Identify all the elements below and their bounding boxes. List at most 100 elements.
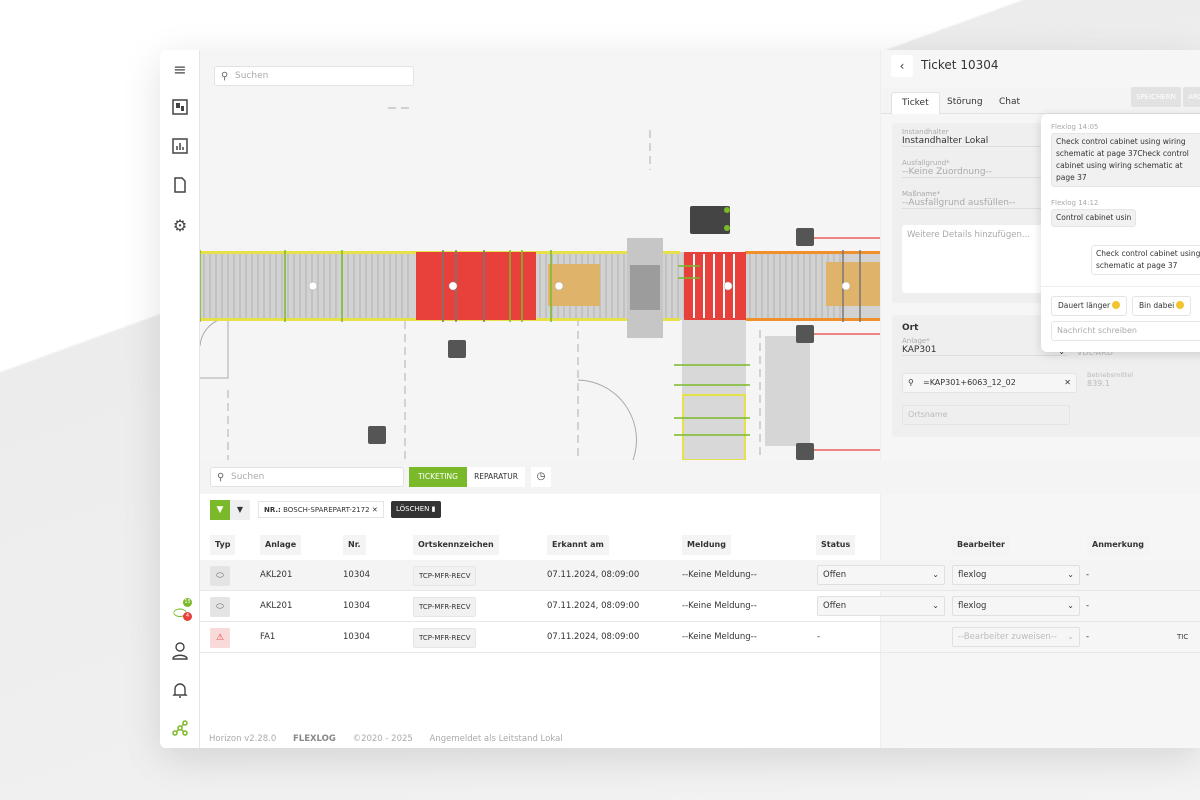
message-meta: Flexlog 14:12 bbox=[1051, 199, 1099, 207]
search-icon: ⚲ bbox=[908, 378, 914, 387]
quick-reply-button[interactable]: Bin dabei bbox=[1132, 296, 1192, 316]
chat-message: Control cabinet usin bbox=[1051, 209, 1137, 227]
badge-red: 4 bbox=[183, 612, 192, 621]
sidebar: ≡ ⚙ ⬭ 15 4 bbox=[160, 50, 200, 748]
value: flexlog bbox=[958, 570, 987, 580]
col-ortskennzeichen[interactable]: Ortskennzeichen bbox=[413, 535, 499, 555]
cell-erkannt: 07.11.2024, 08:09:00 bbox=[547, 601, 640, 611]
label: LÖSCHEN bbox=[396, 505, 430, 513]
list-search-input[interactable]: ⚲ Suchen bbox=[210, 467, 404, 487]
save-button[interactable]: SPEICHERN bbox=[1131, 87, 1181, 107]
settings-icon[interactable]: ⚙ bbox=[172, 216, 188, 235]
tab-stoerung[interactable]: Störung bbox=[947, 97, 983, 107]
table-row[interactable]: ⬭ AKL201 10304 TCP-MFR-RECV 07.11.2024, … bbox=[200, 591, 1200, 622]
placeholder: Suchen bbox=[235, 71, 269, 81]
col-bearbeiter[interactable]: Bearbeiter bbox=[952, 535, 1010, 555]
bearbeiter-select[interactable]: --Bearbeiter zuweisen-- ⌄ bbox=[952, 627, 1080, 647]
col-meldung[interactable]: Meldung bbox=[682, 535, 731, 555]
tab-ticket[interactable]: Ticket bbox=[891, 92, 940, 114]
cell-anmerkung: - bbox=[1086, 632, 1090, 642]
filter-icon[interactable]: ▼ bbox=[210, 500, 230, 520]
cell-anlage: AKL201 bbox=[260, 570, 293, 580]
status-select[interactable]: Offen ⌄ bbox=[817, 565, 945, 585]
tab-chat[interactable]: Chat bbox=[999, 97, 1021, 107]
quick-reply-button[interactable]: Dauert länger bbox=[1051, 296, 1128, 316]
network-icon[interactable] bbox=[170, 720, 190, 740]
location-search-input[interactable]: ⚲ =KAP301+6063_12_02 ✕ bbox=[902, 373, 1077, 393]
label: Ausfallgrund* bbox=[902, 159, 950, 167]
col-typ[interactable]: Typ bbox=[210, 535, 236, 555]
table-row[interactable]: ⚠ FA1 10304 TCP-MFR-RECV 07.11.2024, 08:… bbox=[200, 622, 1200, 653]
col-status[interactable]: Status bbox=[816, 535, 856, 555]
copyright: ©2020 - 2025 bbox=[352, 734, 413, 744]
close-icon[interactable]: ✕ bbox=[371, 506, 378, 514]
app-window: ≡ ⚙ ⬭ 15 4 ⚲ Suchen ‹ Ticket 10304 bbox=[160, 50, 1200, 748]
trash-icon: ▮ bbox=[431, 505, 436, 513]
cell-nr: 10304 bbox=[343, 601, 371, 611]
table-row[interactable]: ⬭ AKL201 10304 TCP-MFR-RECV 07.11.2024, … bbox=[200, 560, 1200, 591]
user-icon[interactable] bbox=[170, 642, 190, 662]
chart-icon[interactable] bbox=[170, 138, 190, 158]
details-textarea[interactable]: Weitere Details hinzufügen... bbox=[902, 225, 1062, 293]
cell-meldung: --Keine Meldung-- bbox=[682, 570, 757, 580]
chat-message-input[interactable]: Nachricht schreiben bbox=[1051, 321, 1200, 341]
label: Dauert länger bbox=[1058, 301, 1111, 310]
document-icon[interactable] bbox=[170, 177, 190, 197]
ausfallgrund-select[interactable]: --Keine Zuordnung-- bbox=[902, 167, 993, 177]
value: Offen bbox=[823, 601, 847, 611]
label: Anlage* bbox=[902, 337, 930, 345]
warning-icon: ⚠ bbox=[210, 628, 230, 648]
chat-message: Check control cabinet using wiring schem… bbox=[1051, 133, 1200, 187]
version: Horizon v2.28.0 bbox=[209, 734, 277, 744]
anlage-select[interactable]: KAP301 bbox=[902, 345, 937, 355]
chip-key: NR.: bbox=[264, 506, 281, 514]
bearbeiter-select[interactable]: flexlog ⌄ bbox=[952, 565, 1080, 585]
search-icon: ⚲ bbox=[217, 472, 225, 483]
ticket-icon: ⬭ bbox=[210, 566, 230, 586]
massname-select[interactable]: --Ausfallgrund ausfüllen-- bbox=[902, 198, 1016, 208]
ticket-icon[interactable]: ⬭ 15 4 bbox=[173, 598, 192, 622]
cell-anlage: FA1 bbox=[260, 632, 276, 642]
filter-chip[interactable]: NR.: BOSCH-SPAREPART-2172 ✕ bbox=[258, 501, 384, 518]
label: Maßname* bbox=[902, 190, 941, 198]
menu-icon[interactable]: ≡ bbox=[173, 60, 187, 79]
message-meta: Flexlog 14:05 bbox=[1051, 123, 1099, 131]
cell-anmerkung: - bbox=[1086, 570, 1090, 580]
value: flexlog bbox=[958, 601, 987, 611]
filter-off-icon[interactable]: ▼ bbox=[230, 500, 250, 520]
back-button[interactable]: ‹ bbox=[891, 55, 913, 77]
user-status: Angemeldet als Leitstand Lokal bbox=[429, 734, 563, 744]
cell-extra[interactable]: TIC bbox=[1177, 633, 1189, 641]
col-nr[interactable]: Nr. bbox=[343, 535, 366, 555]
cell-status: - bbox=[817, 632, 821, 642]
col-erkannt[interactable]: Erkannt am bbox=[547, 535, 609, 555]
clear-icon[interactable]: ✕ bbox=[1064, 378, 1071, 387]
archive-button[interactable]: ARCHIVIEREN bbox=[1183, 87, 1200, 107]
bearbeiter-select[interactable]: flexlog ⌄ bbox=[952, 596, 1080, 616]
clear-filters-button[interactable]: LÖSCHEN ▮ bbox=[391, 501, 441, 518]
brand-logo: FLEXLOG bbox=[292, 734, 336, 744]
tab-reparatur[interactable]: REPARATUR bbox=[467, 467, 525, 487]
ortsname-input[interactable]: Ortsname bbox=[902, 405, 1070, 425]
instandhalter-field[interactable]: Instandhalter Lokal bbox=[902, 136, 989, 146]
bell-icon[interactable] bbox=[170, 681, 190, 701]
cell-ort-tag: TCP-MFR-RECV bbox=[413, 597, 477, 617]
ticket-list: ⚲ Suchen TICKETING REPARATUR ◷ ▼ ▼ NR.: B… bbox=[200, 460, 1200, 748]
map-search-input[interactable]: ⚲ Suchen bbox=[214, 66, 414, 86]
history-icon[interactable]: ◷ bbox=[531, 467, 551, 487]
status-select[interactable]: Offen ⌄ bbox=[817, 596, 945, 616]
cell-anmerkung: - bbox=[1086, 601, 1090, 611]
tab-ticketing[interactable]: TICKETING bbox=[409, 467, 467, 487]
label: Instandhalter bbox=[902, 128, 949, 136]
col-anmerkung[interactable]: Anmerkung bbox=[1087, 535, 1150, 555]
dashboard-icon[interactable] bbox=[170, 99, 190, 119]
value: =KAP301+6063_12_02 bbox=[923, 378, 1016, 387]
cell-ort-tag: TCP-MFR-RECV bbox=[413, 628, 477, 648]
chat-popover: Flexlog 14:05 Check control cabinet usin… bbox=[1041, 114, 1200, 352]
emoji-icon bbox=[1112, 301, 1121, 309]
placeholder: Suchen bbox=[231, 472, 265, 482]
col-anlage[interactable]: Anlage bbox=[260, 535, 302, 555]
chevron-down-icon: ⌄ bbox=[932, 570, 939, 579]
cell-meldung: --Keine Meldung-- bbox=[682, 601, 757, 611]
plant-map[interactable]: ⚲ Suchen bbox=[200, 50, 880, 460]
